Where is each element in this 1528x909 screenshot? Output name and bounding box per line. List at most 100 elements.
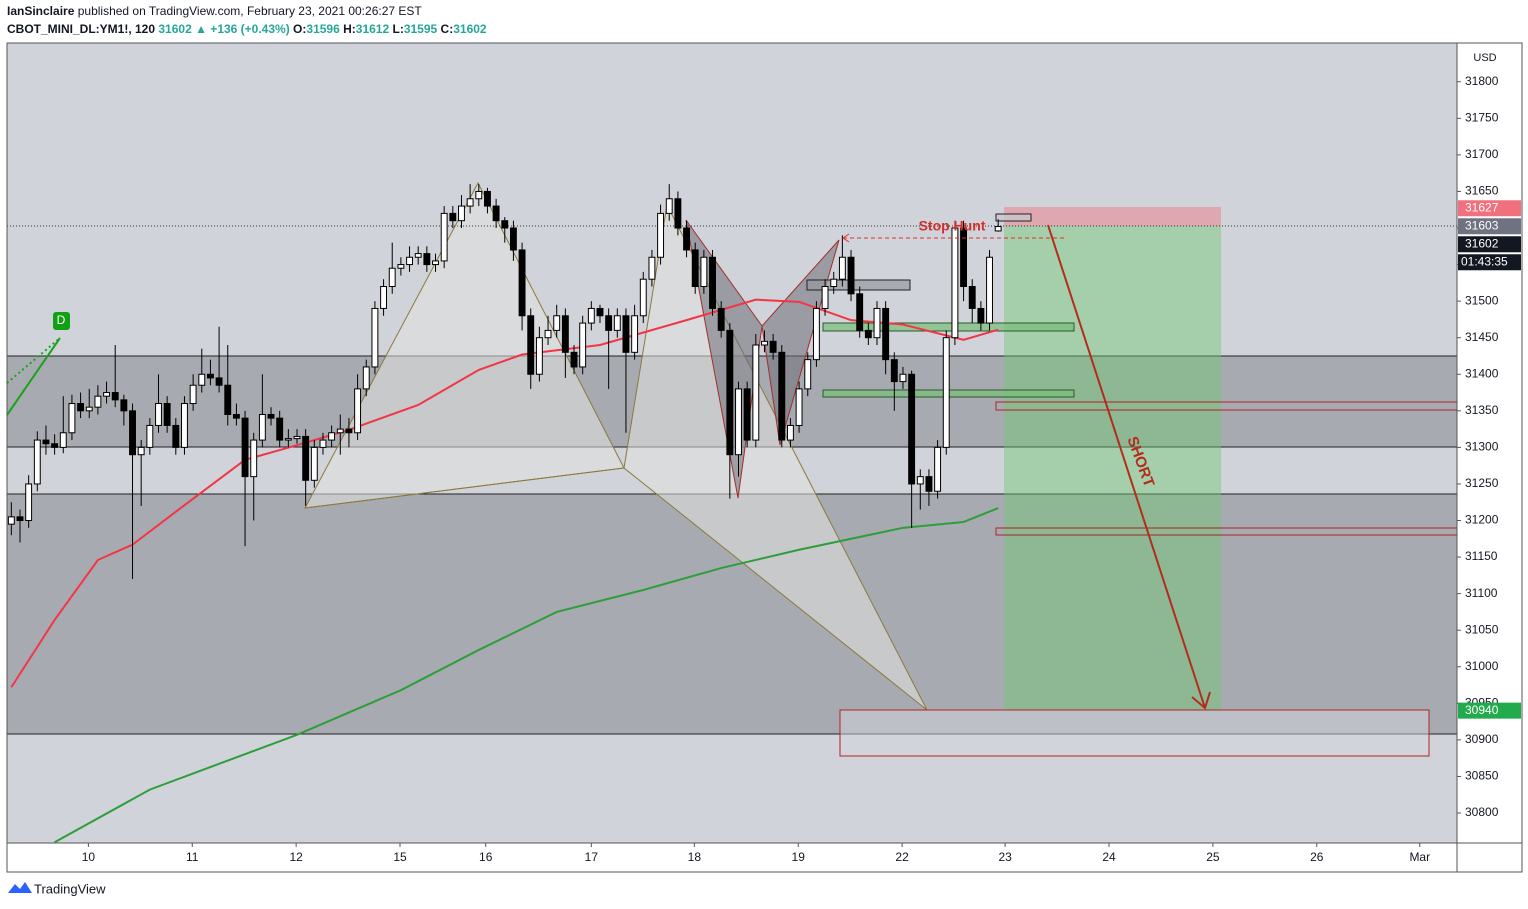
y-tick-label: 31800 <box>1465 74 1499 88</box>
candle-body <box>406 256 413 266</box>
y-tick-label: 30800 <box>1465 805 1499 819</box>
price-label-bg <box>1458 200 1521 217</box>
candle-body <box>890 359 898 383</box>
candle-body <box>380 286 388 309</box>
candle-body <box>657 212 665 258</box>
price-label: 31602 <box>1465 236 1499 250</box>
candle-body <box>908 373 916 485</box>
candle-body <box>570 351 578 368</box>
candle-body <box>68 403 76 434</box>
candle-body <box>146 424 154 448</box>
candle-body <box>579 322 587 368</box>
candle-body <box>527 315 535 375</box>
price-label: 30940 <box>1465 703 1499 717</box>
candle-body <box>769 340 777 353</box>
candle-body <box>587 307 595 324</box>
candle-body <box>778 351 786 441</box>
target-zone <box>1004 226 1221 710</box>
candle-body <box>882 307 890 361</box>
candle-body <box>700 256 708 288</box>
candle-body <box>172 424 180 448</box>
candle-body <box>475 190 483 200</box>
candle-body <box>155 403 162 426</box>
candle-body <box>33 439 41 485</box>
price-label-bg <box>1458 218 1521 235</box>
candle-body <box>596 307 604 317</box>
candle-body <box>181 403 188 448</box>
label: H: <box>343 22 356 36</box>
candle-body <box>137 446 145 456</box>
candle-body <box>960 227 968 288</box>
published: published on TradingView.com, February 2… <box>78 4 423 18</box>
high: 31612 <box>356 22 390 36</box>
candle-body <box>328 432 336 441</box>
candle-body <box>752 344 760 441</box>
price-label: 31603 <box>1465 218 1499 232</box>
candle-body <box>795 388 803 426</box>
candle-body <box>85 406 93 412</box>
stop-zone <box>1004 207 1221 226</box>
candle-body <box>786 424 794 441</box>
candle-body <box>414 253 422 258</box>
y-tick-label: 31650 <box>1465 184 1499 198</box>
candle-body <box>276 417 284 441</box>
candle-body <box>934 446 942 492</box>
candle-body <box>284 438 292 441</box>
candle-body <box>899 373 907 383</box>
candle-body <box>665 198 673 214</box>
candle-body <box>371 307 379 368</box>
x-tick-label: 12 <box>289 850 303 864</box>
x-tick-label: 24 <box>1102 850 1116 864</box>
label: O: <box>293 22 306 36</box>
x-tick-label: Mar <box>1409 850 1430 864</box>
currency: USD <box>1473 52 1496 64</box>
candle-body <box>206 373 214 379</box>
y-tick-label: 31500 <box>1465 293 1499 307</box>
y-tick-label: 31100 <box>1465 586 1498 600</box>
close: 31602 <box>158 22 192 36</box>
boxes <box>806 213 1458 757</box>
candle-body <box>838 256 846 280</box>
annotation: Stop Hunt <box>919 218 986 234</box>
candle-body <box>336 428 344 434</box>
candle-body <box>518 249 526 317</box>
candle-body <box>631 315 639 353</box>
candle-body <box>994 226 1002 232</box>
x-tick-label: 15 <box>393 850 407 864</box>
candle-body <box>977 307 985 324</box>
candle-body <box>302 435 310 481</box>
y-tick-label: 31000 <box>1465 659 1499 673</box>
candle-body <box>466 198 474 207</box>
candle-body <box>821 286 829 309</box>
y-tick-label: 31750 <box>1465 110 1499 124</box>
candle-body <box>709 256 716 309</box>
candle-body <box>561 315 569 353</box>
candle-body <box>847 256 855 295</box>
label: C: <box>441 22 454 36</box>
candle-body <box>449 212 457 222</box>
candle-body <box>509 227 517 251</box>
x-tick-label: 11 <box>186 850 199 864</box>
price-label: 31627 <box>1465 200 1499 214</box>
candle-body <box>674 198 682 229</box>
candle-body <box>189 384 197 405</box>
brand: TradingView <box>34 881 106 896</box>
candle-body <box>25 483 33 522</box>
y-tick-label: 31200 <box>1465 513 1499 527</box>
candle-body <box>319 439 327 448</box>
candle-body <box>691 249 699 288</box>
y-tick-label: 30900 <box>1465 732 1499 746</box>
x-tick-label: 16 <box>479 850 493 864</box>
candle-body <box>986 256 993 324</box>
y-tick-label: 31450 <box>1465 330 1499 344</box>
x-tick-label: 17 <box>585 850 599 864</box>
candle-body <box>51 443 59 448</box>
countdown: 01:43:35 <box>1461 254 1508 268</box>
candle-body <box>59 432 67 448</box>
open: 31596 <box>306 22 340 36</box>
candle-body <box>120 399 128 412</box>
symbol: CBOT_MINI_DL:YM1!, 120 <box>7 22 155 36</box>
candle-body <box>553 315 561 331</box>
x-tick-label: 19 <box>792 850 806 864</box>
low: 31595 <box>404 22 438 36</box>
